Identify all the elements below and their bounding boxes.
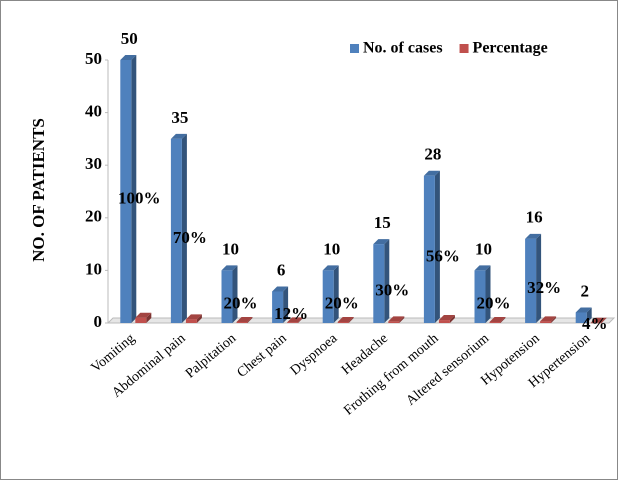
bar-top [135, 312, 152, 318]
legend-label: No. of cases [363, 40, 443, 57]
bar-top [185, 314, 202, 320]
bar [575, 312, 587, 323]
data-label: 32% [527, 278, 561, 297]
bar-top [525, 233, 542, 239]
bar-side [500, 316, 506, 323]
bar-side [601, 317, 607, 323]
bar-top [287, 317, 304, 323]
bar [287, 322, 299, 323]
data-label: 28 [424, 145, 441, 164]
bar-top [120, 55, 137, 60]
data-label: 56% [426, 246, 460, 265]
bar-top [337, 316, 354, 322]
bar-top [489, 316, 506, 322]
y-tick-label: 20 [85, 207, 102, 226]
data-label: 4% [582, 314, 608, 333]
data-label: 100% [118, 188, 161, 207]
data-label: 50 [121, 29, 138, 48]
bar-side [298, 317, 304, 323]
bar-top [170, 133, 187, 139]
bar-side [536, 233, 542, 323]
bar [272, 291, 284, 323]
bar [590, 322, 602, 324]
bar [373, 244, 385, 323]
bar-side [485, 265, 491, 323]
bar-top [474, 265, 491, 271]
data-label: 6 [277, 260, 286, 279]
bar-side [131, 55, 137, 323]
bar-side [283, 286, 289, 323]
bar [170, 138, 182, 323]
data-label: 10 [222, 239, 239, 258]
bar [120, 60, 132, 323]
bar-side [551, 316, 557, 323]
legend-swatch [459, 44, 469, 53]
bar [474, 270, 486, 323]
bar-top [272, 286, 289, 292]
bar-side [181, 133, 187, 323]
bar [540, 321, 552, 323]
bar [489, 321, 501, 323]
bar-side [434, 170, 440, 323]
data-label: 12% [274, 304, 308, 323]
data-label: 20% [477, 294, 511, 313]
bar-top [540, 316, 557, 322]
bar [337, 321, 349, 323]
bar-side [348, 316, 354, 323]
data-label: 16 [526, 208, 543, 227]
y-tick-label: 30 [85, 154, 102, 173]
y-tick-label: 50 [85, 49, 102, 68]
bar-side [449, 315, 455, 323]
bar-top [221, 265, 238, 271]
bar [388, 321, 400, 323]
bar-side [586, 307, 592, 323]
bar-top [322, 265, 339, 271]
bar-side [232, 265, 238, 323]
data-label: 20% [325, 294, 359, 313]
bar [236, 321, 248, 323]
bar-top [438, 315, 455, 321]
bar [322, 270, 334, 323]
y-axis-title: NO. OF PATIENTS [29, 118, 48, 262]
bar-top [590, 317, 607, 323]
y-tick-label: 0 [94, 312, 103, 331]
bar [525, 238, 537, 323]
y-tick-label: 10 [85, 259, 102, 278]
bar-side [333, 265, 339, 323]
data-label: 20% [224, 294, 258, 313]
bar [135, 317, 147, 323]
bar-top [373, 239, 390, 245]
data-label: 70% [173, 228, 207, 247]
y-tick-label: 40 [85, 102, 102, 121]
bar [221, 270, 233, 323]
bar-side [399, 316, 405, 323]
data-label: 10 [475, 239, 492, 258]
bar-top [388, 316, 405, 322]
bar-top [423, 170, 440, 176]
bar-top [575, 307, 592, 313]
bar [185, 319, 197, 323]
data-label: 15 [374, 213, 391, 232]
bar-side [196, 314, 202, 323]
bar [423, 175, 435, 323]
data-label: 30% [375, 280, 409, 299]
data-label: 10 [323, 239, 340, 258]
data-label: 35 [171, 108, 188, 127]
legend-label: Percentage [473, 40, 548, 57]
data-label: 2 [580, 281, 589, 300]
bar [438, 320, 450, 323]
legend-swatch [350, 44, 359, 53]
bar-side [247, 316, 253, 323]
bar-side [384, 239, 390, 323]
bar-side [146, 312, 152, 323]
bar-top [236, 316, 253, 322]
